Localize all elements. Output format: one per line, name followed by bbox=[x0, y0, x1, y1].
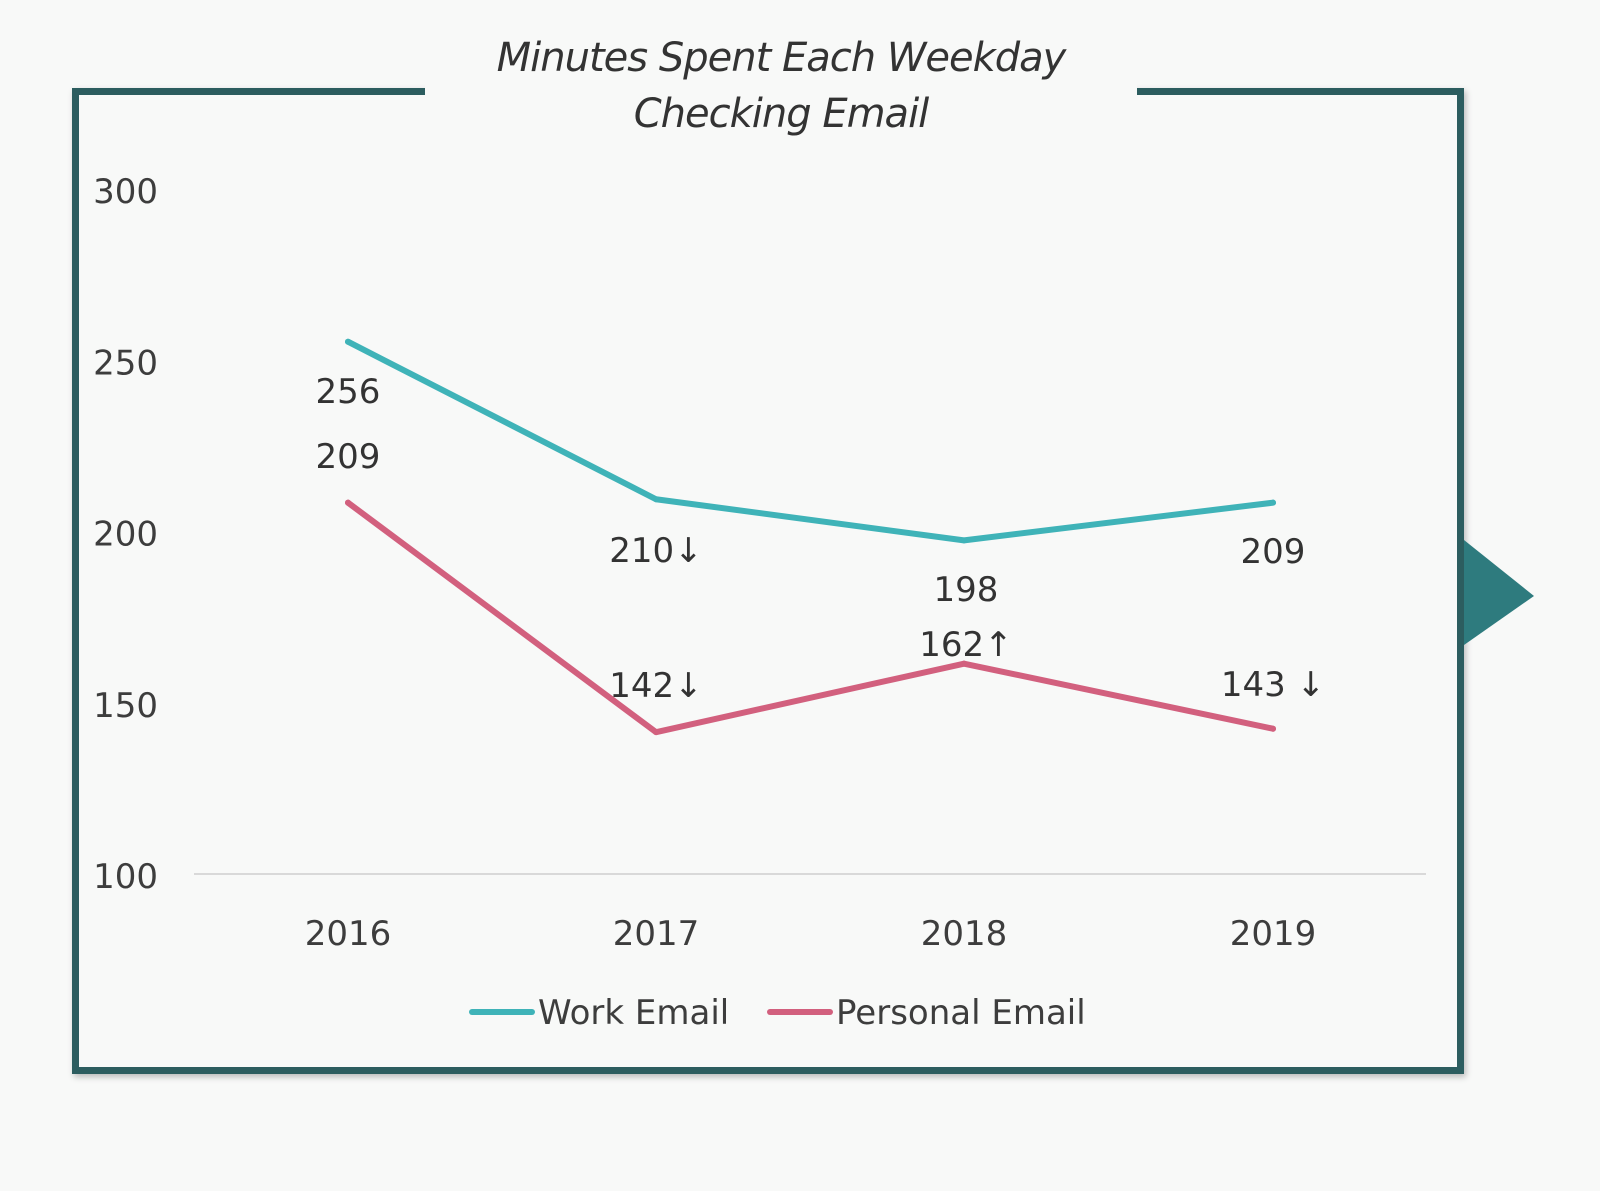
data-point bbox=[345, 499, 351, 506]
series-layer bbox=[345, 338, 1276, 736]
data-label: 143 ↓ bbox=[1221, 665, 1325, 705]
y-tick-label: 100 bbox=[93, 857, 158, 897]
series-line-personal-email bbox=[345, 499, 1276, 736]
data-label: 142↓ bbox=[609, 666, 702, 706]
next-arrow-shape bbox=[1464, 540, 1534, 645]
next-arrow-icon bbox=[1464, 540, 1534, 645]
y-tick-label: 250 bbox=[93, 343, 158, 383]
x-tick-label: 2016 bbox=[305, 914, 392, 954]
data-label: 256 bbox=[316, 372, 381, 412]
legend: Work Email Personal Email bbox=[469, 993, 1086, 1033]
data-label: 210↓ bbox=[609, 531, 702, 571]
y-tick-label: 300 bbox=[93, 172, 158, 212]
data-label: 162↑ bbox=[919, 625, 1012, 665]
data-label: 198 bbox=[934, 570, 999, 610]
data-point bbox=[653, 496, 659, 503]
legend-label: Personal Email bbox=[836, 993, 1086, 1033]
chart-title-line-1: Minutes Spent Each Weekday bbox=[496, 35, 1067, 81]
x-tick-label: 2017 bbox=[613, 914, 700, 954]
data-point bbox=[1270, 499, 1276, 506]
data-point bbox=[1270, 725, 1276, 732]
data-label: 209 bbox=[316, 437, 381, 477]
y-axis: 100 150 200 250 300 bbox=[93, 172, 1426, 897]
data-label: 209 bbox=[1241, 532, 1306, 572]
legend-label: Work Email bbox=[538, 993, 729, 1033]
title-gap bbox=[425, 80, 1137, 102]
y-tick-label: 200 bbox=[93, 515, 158, 555]
x-tick-label: 2019 bbox=[1230, 914, 1317, 954]
chart-title-line-2: Checking Email bbox=[633, 91, 930, 137]
data-point bbox=[345, 338, 351, 345]
chart-title: Minutes Spent Each Weekday Checking Emai… bbox=[425, 30, 1137, 142]
y-tick-label: 150 bbox=[93, 686, 158, 726]
series-line-work-email bbox=[345, 338, 1276, 544]
data-point bbox=[961, 537, 967, 544]
data-point bbox=[653, 729, 659, 736]
x-axis: 2016 2017 2018 2019 bbox=[305, 914, 1317, 954]
x-tick-label: 2018 bbox=[921, 914, 1008, 954]
data-labels: 256 210↓ 198 209 209 142↓ 162↑ 143 ↓ bbox=[316, 372, 1326, 706]
data-point bbox=[961, 660, 967, 667]
